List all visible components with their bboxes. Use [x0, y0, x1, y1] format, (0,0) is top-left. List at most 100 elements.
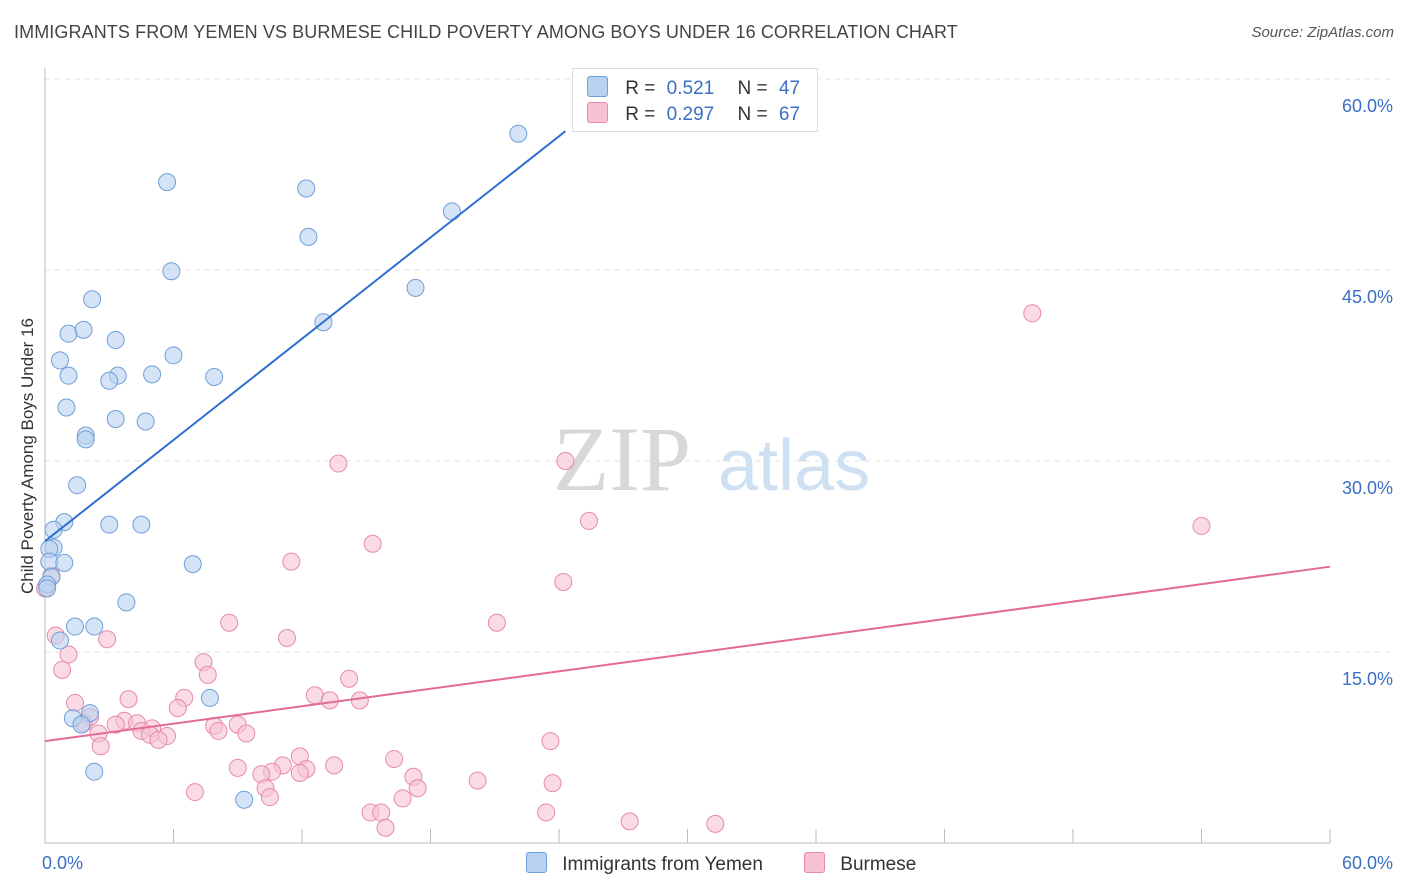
yemen-point: [442, 202, 461, 221]
y-tick-label: 45.0%: [1342, 287, 1393, 307]
yemen-point: [509, 124, 528, 143]
yemen-point: [132, 515, 151, 534]
burmese-point: [1023, 304, 1042, 323]
burmese-point: [282, 552, 301, 571]
burmese-point: [556, 452, 575, 470]
burmese-point: [65, 693, 84, 712]
burmese-point: [209, 721, 228, 740]
y-tick-label: 60.0%: [1342, 96, 1393, 116]
yemen-point: [136, 412, 155, 431]
legend-r-value-yemen: 0.521: [666, 78, 715, 99]
burmese-point: [106, 715, 125, 734]
burmese-point: [385, 749, 404, 768]
legend-r-value-burmese: 0.297: [666, 104, 715, 125]
burmese-point: [329, 454, 348, 473]
burmese-point: [363, 534, 382, 553]
y-axis-label: Child Poverty Among Boys Under 16: [18, 318, 37, 594]
bottom-legend-yemen: Immigrants from Yemen: [526, 852, 763, 876]
source-label: Source: ZipAtlas.com: [1251, 24, 1394, 41]
burmese-point: [340, 669, 359, 688]
burmese-point: [376, 818, 395, 837]
yemen-point: [76, 430, 95, 449]
yemen-point: [40, 552, 59, 571]
burmese-point: [59, 645, 78, 664]
burmese-point: [350, 691, 369, 710]
bottom-legend-swatch-burmese: [804, 852, 825, 873]
yemen-point: [38, 579, 57, 598]
yemen-point: [100, 371, 119, 390]
burmese-point: [278, 628, 297, 647]
burmese-trend-line: [44, 565, 1331, 743]
yemen-point: [183, 555, 202, 574]
legend-row-yemen: R = 0.521 N = 47: [587, 76, 800, 100]
yemen-point: [117, 593, 136, 612]
yemen-point: [106, 409, 125, 428]
burmese-point: [706, 814, 725, 833]
burmese-point: [198, 665, 217, 684]
correlation-legend: R = 0.521 N = 47 R = 0.297 N = 67: [572, 68, 818, 132]
legend-r-label: R =: [625, 78, 656, 99]
bottom-legend-swatch-yemen: [526, 852, 547, 873]
yemen-point: [297, 179, 316, 198]
burmese-point: [305, 686, 324, 705]
legend-n-value-burmese: 67: [778, 104, 801, 125]
trend-lines: [44, 130, 1331, 743]
yemen-point: [74, 320, 93, 339]
x-tick-label: 60.0%: [1342, 853, 1393, 873]
yemen-point: [85, 762, 104, 781]
burmese-point: [537, 803, 556, 822]
yemen-point: [85, 617, 104, 636]
chart-title: IMMIGRANTS FROM YEMEN VS BURMESE CHILD P…: [14, 22, 958, 42]
burmese-point: [543, 774, 562, 793]
burmese-point: [119, 690, 138, 709]
burmese-point: [260, 788, 279, 807]
yemen-point: [406, 278, 425, 297]
burmese-point: [487, 613, 506, 632]
axes: [44, 68, 1331, 844]
legend-r-label: R =: [625, 104, 656, 125]
yemen-point: [106, 331, 125, 350]
burmese-point: [620, 812, 639, 831]
burmese-point: [185, 783, 204, 802]
burmese-point: [579, 511, 598, 530]
yemen-point: [50, 631, 69, 650]
burmese-point: [372, 803, 391, 822]
yemen-point: [299, 227, 318, 246]
yemen-point: [100, 515, 119, 534]
burmese-point: [91, 737, 110, 756]
yemen-point: [235, 790, 254, 809]
yemen-point: [65, 617, 84, 636]
yemen-point: [44, 520, 63, 539]
legend-n-label: N =: [737, 78, 768, 99]
bottom-legend-burmese: Burmese: [804, 852, 916, 876]
burmese-point: [237, 724, 256, 743]
yemen-point: [164, 346, 183, 365]
yemen-point: [57, 398, 76, 417]
watermark-zip: ZIP: [553, 408, 691, 510]
burmese-point: [228, 758, 247, 777]
burmese-point: [168, 699, 187, 718]
legend-n-label: N =: [737, 104, 768, 125]
watermark-atlas: atlas: [718, 426, 870, 506]
burmese-point: [325, 756, 344, 775]
yemen-point: [162, 262, 181, 281]
yemen-point: [59, 324, 78, 343]
legend-n-value-yemen: 47: [778, 78, 801, 99]
burmese-point: [98, 630, 117, 649]
yemen-point: [68, 476, 87, 495]
yemen-point: [200, 688, 219, 707]
burmese-point: [53, 660, 72, 679]
x-tick-label: 0.0%: [42, 853, 83, 873]
burmese-point: [220, 613, 239, 632]
yemen-point: [158, 173, 177, 192]
bottom-legend-label-yemen: Immigrants from Yemen: [562, 854, 763, 875]
burmese-point: [408, 779, 427, 798]
legend-swatch-yemen: [587, 76, 608, 97]
burmese-point: [149, 730, 168, 749]
watermark: ZIP atlas: [553, 408, 870, 510]
yemen-point: [72, 715, 91, 734]
yemen-point: [83, 290, 102, 309]
yemen-point: [59, 366, 78, 385]
burmese-point: [393, 789, 412, 808]
